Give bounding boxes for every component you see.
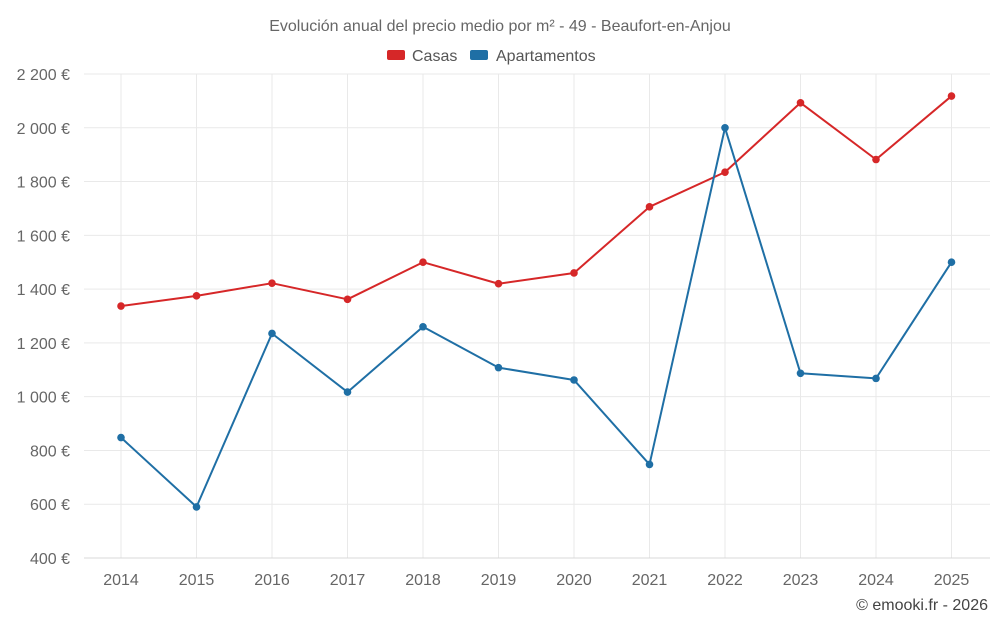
data-point-apartamentos-2018[interactable] <box>419 322 427 331</box>
x-tick-label: 2021 <box>632 572 668 589</box>
data-point-casas-2019[interactable] <box>494 279 503 288</box>
grid-lines <box>84 73 990 558</box>
legend-label-casas: Casas <box>412 48 457 65</box>
series-line-casas[interactable] <box>120 95 953 308</box>
x-tick-label: 2014 <box>103 572 139 589</box>
y-tick-label: 600 € <box>30 497 70 514</box>
y-tick-label: 400 € <box>30 551 70 568</box>
data-point-apartamentos-2015[interactable] <box>192 503 201 511</box>
data-point-apartamentos-2020[interactable] <box>570 376 578 384</box>
x-tick-label: 2024 <box>858 572 894 589</box>
data-point-casas-2021[interactable] <box>645 203 654 211</box>
x-tick-label: 2017 <box>330 572 366 589</box>
y-tick-label: 1 200 € <box>17 336 70 353</box>
series-layer <box>120 95 953 508</box>
y-tick-label: 1 000 € <box>17 390 70 407</box>
axis-labels: 400 € 600 € 800 € 1 000 € 1 200 € 1 400 € 1 60… <box>17 67 970 589</box>
data-point-casas-2020[interactable] <box>570 269 578 277</box>
data-point-casas-2024[interactable] <box>872 155 880 164</box>
y-tick-label: 1 800 € <box>17 175 70 192</box>
chart-title: Evolución anual del precio medio por m² … <box>269 18 731 35</box>
data-point-casas-2015[interactable] <box>192 292 201 300</box>
x-tick-label: 2019 <box>481 572 517 589</box>
y-tick-label: 800 € <box>30 443 70 460</box>
x-tick-label: 2015 <box>179 572 215 589</box>
data-point-apartamentos-2014[interactable] <box>117 433 125 442</box>
x-tick-label: 2018 <box>405 572 441 589</box>
data-point-apartamentos-2025[interactable] <box>947 258 956 267</box>
y-tick-label: 1 400 € <box>17 282 70 299</box>
y-tick-label: 2 000 € <box>17 121 70 138</box>
x-tick-label: 2023 <box>783 572 819 589</box>
x-tick-label: 2022 <box>707 572 743 589</box>
legend-item-casas[interactable]: Casas <box>387 48 457 65</box>
legend-item-apartamentos[interactable]: Apartamentos <box>470 48 596 65</box>
y-tick-label: 1 600 € <box>17 228 70 245</box>
data-point-casas-2017[interactable] <box>343 295 352 304</box>
x-tick-label: 2020 <box>556 572 592 589</box>
data-point-casas-2023[interactable] <box>796 98 805 107</box>
data-point-apartamentos-2021[interactable] <box>645 460 654 469</box>
legend-label-apartamentos: Apartamentos <box>496 48 596 65</box>
data-point-casas-2014[interactable] <box>117 302 125 310</box>
data-points <box>117 92 956 511</box>
legend-swatch-apartamentos <box>470 50 488 60</box>
data-point-casas-2025[interactable] <box>947 92 956 100</box>
legend-swatch-casas <box>387 50 405 60</box>
data-point-apartamentos-2019[interactable] <box>494 363 503 372</box>
data-point-casas-2022[interactable] <box>721 168 729 176</box>
data-point-apartamentos-2022[interactable] <box>721 123 729 132</box>
data-point-apartamentos-2024[interactable] <box>872 374 880 383</box>
x-tick-label: 2016 <box>254 572 290 589</box>
chart-credit: © emooki.fr - 2026 <box>856 597 988 614</box>
series-line-apartamentos[interactable] <box>120 126 953 508</box>
data-point-casas-2018[interactable] <box>419 258 427 267</box>
data-point-apartamentos-2017[interactable] <box>343 388 352 396</box>
x-tick-label: 2025 <box>934 572 970 589</box>
data-point-apartamentos-2023[interactable] <box>796 369 805 378</box>
data-point-apartamentos-2016[interactable] <box>268 329 276 338</box>
data-point-casas-2016[interactable] <box>268 279 276 287</box>
y-tick-label: 2 200 € <box>17 67 70 84</box>
chart-legend: Casas Apartamentos <box>387 48 596 65</box>
